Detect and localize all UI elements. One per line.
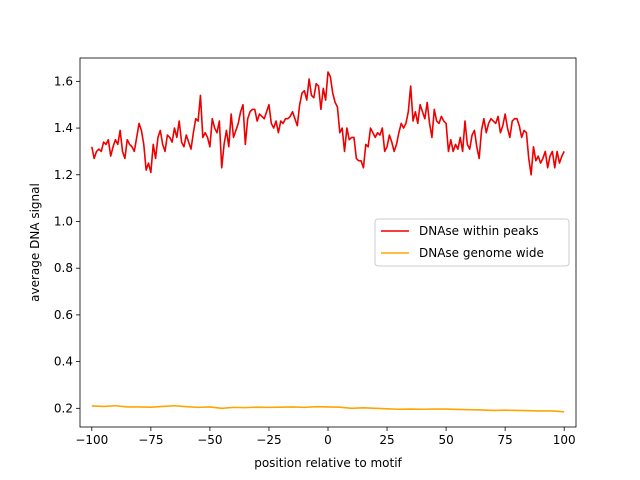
y-axis: 0.2 0.4 0.6 0.8 1.0 1.2 1.4 1.6 [54,74,80,415]
y-tick-label: 1.4 [54,121,73,135]
x-tick-label: −100 [75,433,108,447]
y-tick-label: 1.0 [54,214,73,228]
series-line-within-peaks [91,71,565,176]
x-tick-label: −50 [197,433,222,447]
series-line-genome-wide [91,404,565,413]
y-tick-label: 1.2 [54,168,73,182]
y-tick-label: 1.6 [54,74,73,88]
legend: DNAse within peaks DNAse genome wide [374,218,570,267]
x-tick-label: 100 [553,433,576,447]
y-axis-label: average DNA signal [28,183,42,302]
x-tick-label: 50 [438,433,453,447]
x-tick-label: 75 [498,433,513,447]
y-tick-label: 0.2 [54,401,73,415]
y-tick-label: 0.8 [54,261,73,275]
x-tick-label: −25 [256,433,281,447]
x-tick-label: 25 [379,433,394,447]
y-tick-label: 0.6 [54,308,73,322]
legend-box [374,218,570,267]
x-axis: −100 −75 −50 −25 0 25 50 75 100 [75,427,576,447]
legend-label-genome-wide: DNAse genome wide [419,246,544,260]
y-tick-label: 0.4 [54,355,73,369]
x-axis-label: position relative to motif [254,456,402,470]
x-tick-label: 0 [324,433,332,447]
x-tick-label: −75 [138,433,163,447]
series-layer [91,71,565,413]
legend-label-within-peaks: DNAse within peaks [419,224,539,238]
